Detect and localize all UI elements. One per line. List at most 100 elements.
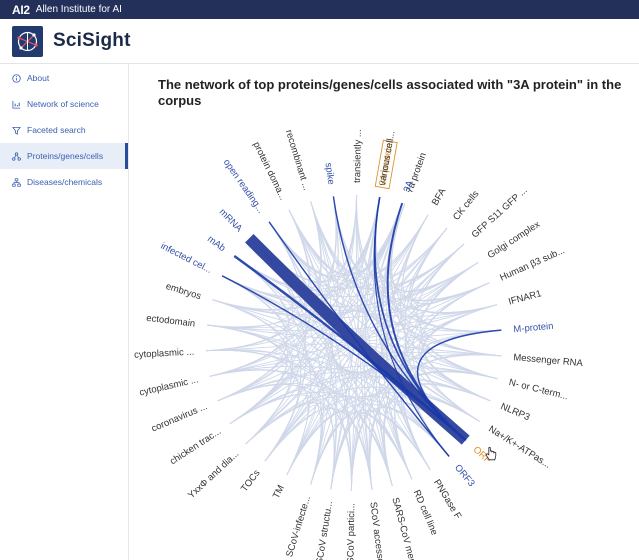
node-label-text[interactable]: Na+/K+-ATPas... [486,424,552,471]
node-label[interactable]: transiently ... [352,129,364,183]
sidebar-item-about[interactable]: About [0,65,128,91]
node-label[interactable]: 3A [402,179,416,194]
strong-link[interactable] [221,275,467,441]
node-label[interactable]: Golgi complex [486,219,543,261]
selected-label-box [374,139,398,190]
node-label-text[interactable]: PNGase F [431,478,463,522]
node-label[interactable]: cytoplasmic ... [134,347,195,361]
node-label-text[interactable]: ectodomain [146,313,196,330]
node-label[interactable]: TOCs [239,468,263,494]
sidebar-item-faceted-search[interactable]: Faceted search [0,117,128,143]
hierarchy-icon [12,177,21,187]
node-label[interactable]: N- or C-term... [508,377,570,402]
node-label-text[interactable]: Messenger RNA [513,352,584,369]
node-label[interactable]: Human β3 sub... [498,245,566,283]
filter-icon [12,126,21,135]
network-logo-icon[interactable] [12,25,43,57]
node-label-text[interactable]: SCoV partici... [345,503,357,560]
node-label-text[interactable]: spike [322,162,336,186]
node-label-text[interactable]: cytoplasmic ... [138,374,199,398]
sidebar-item-network-of-science[interactable]: Network of science [0,91,128,117]
node-label[interactable]: SCoV partici... [345,503,357,560]
node-label-text[interactable]: M-protein [513,321,554,335]
node-label-text[interactable]: CK cells [451,188,482,222]
node-label-text[interactable]: embryos [164,281,202,302]
node-label-text[interactable]: SCoV structu... [314,500,335,560]
node-label[interactable]: infected cel... [159,241,214,276]
node-label[interactable]: embryos [164,281,202,302]
node-label[interactable]: TM [271,483,287,500]
node-label[interactable]: PNGase F [431,478,463,522]
node-label[interactable]: protein doma... [251,140,289,202]
sidebar-item-label: Faceted search [27,125,86,135]
node-label[interactable]: IFNAR1 [507,288,542,307]
node-label-text[interactable]: BFA [430,186,449,208]
node-label-text[interactable]: NLRP3 [499,401,531,423]
node-label[interactable]: ORF3 [452,463,477,489]
molecule-icon [12,151,21,161]
node-label-text[interactable]: YxxΦ and dia... [186,449,241,501]
node-label[interactable]: ectodomain [146,313,196,330]
node-label[interactable]: mAb [205,234,227,254]
node-label[interactable]: coronavirus ... [150,401,209,434]
faint-link [356,194,413,480]
node-label-text[interactable]: SCoV-infecte... [284,495,313,559]
node-label-text[interactable]: chicken trac... [168,426,223,467]
node-label[interactable]: Messenger RNA [513,352,584,369]
node-label-text[interactable]: protein doma... [251,140,289,202]
strong-link[interactable] [268,221,450,457]
node-label-text[interactable]: mRNA [217,207,245,235]
node-label[interactable]: SCoV accesso... [367,501,386,560]
node-label[interactable]: chicken trac... [168,426,223,467]
node-label[interactable]: CK cells [451,188,482,222]
top-bar: AI2 Allen Institute for AI [0,0,639,19]
node-label[interactable]: SCoV-infecte... [284,495,313,559]
faint-link [288,202,403,276]
node-label-text[interactable]: infected cel... [159,241,214,276]
strong-link[interactable] [373,197,450,457]
node-label-text[interactable]: recombinant ... [283,128,312,191]
node-label-text[interactable]: TOCs [239,468,263,494]
node-label-text[interactable]: cytoplasmic ... [134,347,195,361]
node-label-text[interactable]: mAb [205,234,227,254]
node-label-text[interactable]: TM [271,483,287,500]
node-label[interactable]: NLRP3 [499,401,531,423]
faint-link [268,197,381,278]
sidebar-item-diseases-chemicals[interactable]: Diseases/chemicals [0,169,128,195]
node-label-text[interactable]: Human β3 sub... [498,245,566,283]
node-label[interactable]: SARS-CoV mem... [389,496,420,560]
node-label-text[interactable]: SARS-CoV mem... [389,496,420,560]
node-label-text[interactable]: coronavirus ... [150,401,209,434]
node-label[interactable]: mRNA [217,207,245,235]
node-label[interactable]: spike [322,162,336,186]
node-label-text[interactable]: transiently ... [352,129,364,183]
node-label-text[interactable]: open reading... [221,157,266,215]
node-label-text[interactable]: SCoV accesso... [367,501,386,560]
node-label-text[interactable]: N- or C-term... [508,377,570,402]
faint-link [388,202,479,293]
node-label-text[interactable]: RD cell line [411,488,440,537]
node-label-text[interactable]: 3A [402,179,416,194]
node-label[interactable]: cytoplasmic ... [138,374,199,398]
org-name[interactable]: Allen Institute for AI [35,4,122,15]
sidebar-item-proteins-genes-cells[interactable]: Proteins/genes/cells [0,143,128,169]
sidebar: About Network of science Faceted search … [0,64,129,560]
node-label[interactable]: BFA [430,186,449,208]
node-label[interactable]: YxxΦ and dia... [186,449,241,501]
node-label[interactable]: Na+/K+-ATPas... [486,424,552,471]
strong-link[interactable] [416,329,502,441]
node-label[interactable]: open reading... [221,157,266,215]
node-label[interactable]: SCoV structu... [314,500,335,560]
node-label-text[interactable]: Golgi complex [486,219,543,261]
node-label-text[interactable]: ORF3 [452,463,477,489]
faint-link [264,404,317,476]
brand-title[interactable]: SciSight [53,30,131,51]
info-circle-icon [12,73,21,83]
main-content: The network of top proteins/genes/cells … [129,64,639,560]
node-label[interactable]: RD cell line [411,488,440,537]
node-label-text[interactable]: IFNAR1 [507,288,542,307]
node-label[interactable]: recombinant ... [283,128,312,191]
faint-link [310,201,373,490]
node-label[interactable]: M-protein [513,321,554,335]
